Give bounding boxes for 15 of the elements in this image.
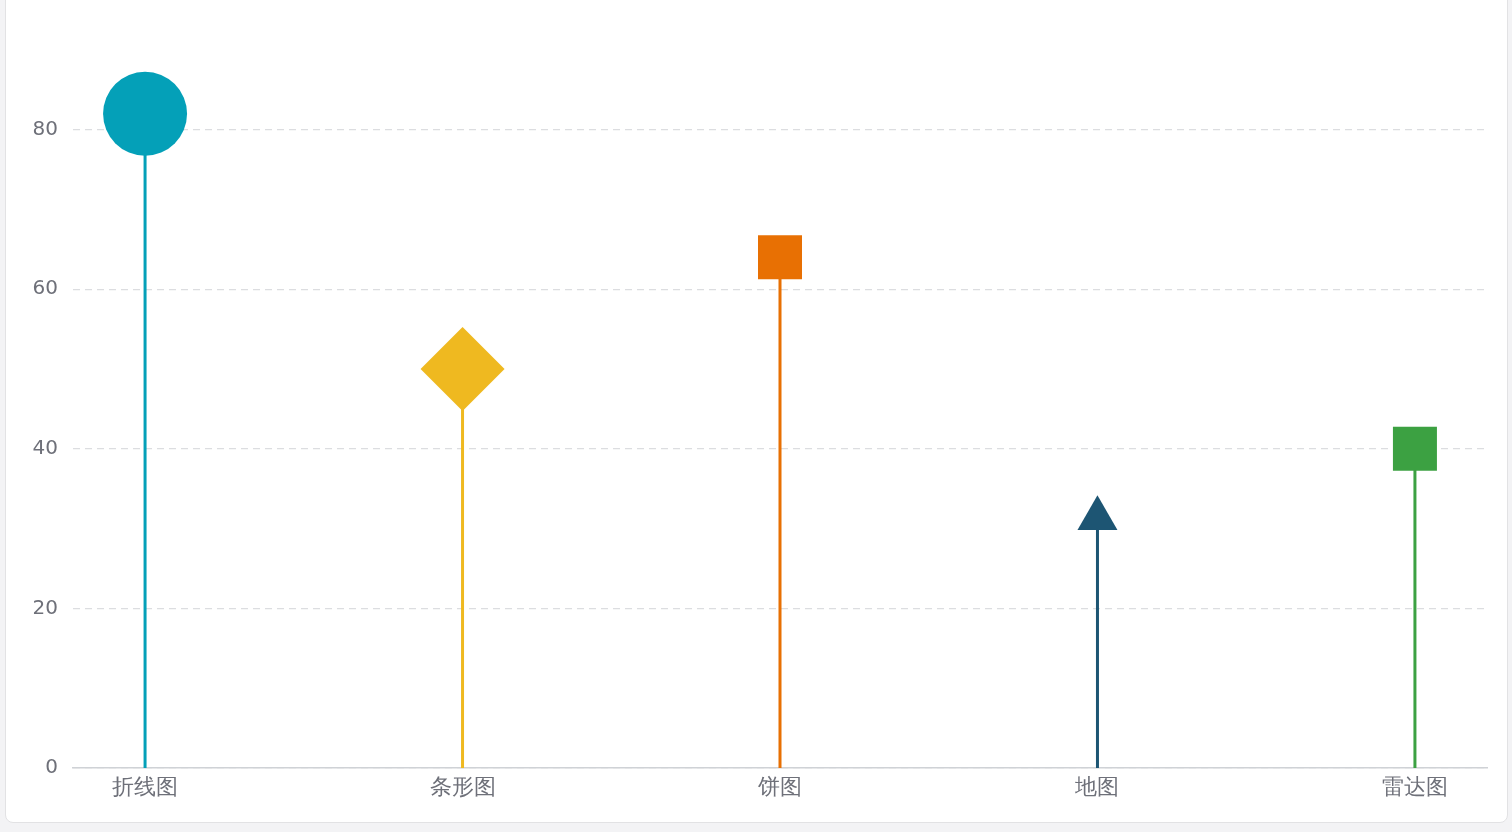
y-tick-label: 0 [45,754,58,779]
x-tick-label: 折线图 [112,773,179,799]
point [420,327,505,412]
x-tick-label: 饼图 [757,773,802,799]
y-tick-label: 60 [32,275,58,300]
point [103,71,188,156]
y-tick-label: 20 [32,594,58,619]
y-tick-label: 40 [32,435,58,460]
point [758,235,802,280]
x-tick-label: 地图 [1074,773,1120,799]
x-tick-label: 雷达图 [1381,773,1448,799]
point [1077,495,1118,530]
x-tick-label: 条形图 [429,773,496,799]
y-tick-label: 80 [32,115,58,140]
point [1392,426,1437,471]
